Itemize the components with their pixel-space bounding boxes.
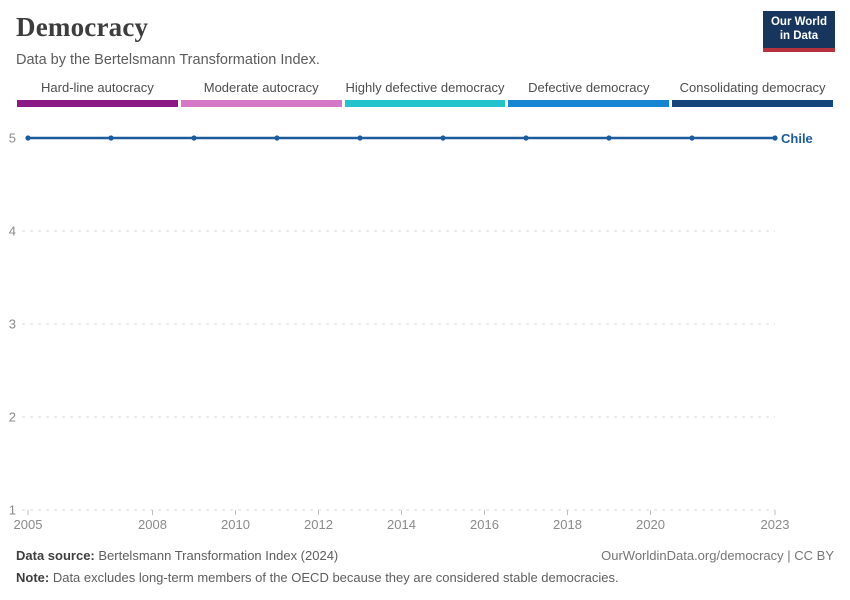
legend-item-consolidating-democracy[interactable]: Consolidating democracy: [672, 80, 833, 107]
x-axis-label-2005: 2005: [14, 517, 43, 532]
data-source-label: Data source:: [16, 548, 95, 563]
x-axis-label-2008: 2008: [138, 517, 167, 532]
data-point-chile-2021[interactable]: [689, 135, 695, 141]
x-axis-label-2014: 2014: [387, 517, 416, 532]
y-axis-label-3: 3: [9, 317, 16, 332]
data-point-chile-2023[interactable]: [772, 135, 778, 141]
y-axis-label-5: 5: [9, 131, 16, 146]
data-point-chile-2007[interactable]: [108, 135, 114, 141]
legend-item-defective-democracy[interactable]: Defective democracy: [508, 80, 670, 107]
chart-footer: Data source: Bertelsmann Transformation …: [16, 548, 834, 585]
legend-item-highly-defective-democracy[interactable]: Highly defective democracy: [344, 80, 506, 107]
data-source-line: Data source: Bertelsmann Transformation …: [16, 548, 338, 563]
legend-item-label: Highly defective democracy: [345, 80, 505, 95]
license-link[interactable]: OurWorldinData.org/democracy | CC BY: [601, 548, 834, 563]
legend-color-bar: [344, 100, 506, 107]
note-label: Note:: [16, 570, 50, 585]
data-point-chile-2015[interactable]: [440, 135, 446, 141]
legend-color-bar: [508, 100, 670, 107]
x-axis-label-2018: 2018: [553, 517, 582, 532]
y-axis-label-1: 1: [9, 503, 16, 518]
note-line: Note: Data excludes long-term members of…: [16, 570, 619, 585]
owid-logo-line2: in Data: [779, 29, 819, 42]
x-axis-label-2020: 2020: [636, 517, 665, 532]
owid-logo-line1: Our World: [770, 16, 827, 28]
data-point-chile-2017[interactable]: [523, 135, 529, 141]
data-point-chile-2013[interactable]: [357, 135, 363, 141]
data-point-chile-2005[interactable]: [25, 135, 31, 141]
legend-item-label: Hard-line autocracy: [41, 80, 154, 95]
data-source-text: Bertelsmann Transformation Index (2024): [94, 548, 339, 563]
x-axis-label-2016: 2016: [470, 517, 499, 532]
data-point-chile-2009[interactable]: [191, 135, 197, 141]
data-point-chile-2011[interactable]: [274, 135, 280, 141]
x-axis-label-2012: 2012: [304, 517, 333, 532]
owid-logo[interactable]: Our World in Data: [762, 11, 835, 52]
note-text: Data excludes long-term members of the O…: [49, 570, 619, 585]
entity-label-chile[interactable]: Chile: [781, 131, 813, 146]
legend-item-label: Moderate autocracy: [203, 80, 319, 95]
category-legend: Hard-line autocracy Moderate autocracy Hig…: [17, 80, 833, 107]
y-axis-label-2: 2: [9, 410, 16, 425]
legend-item-label: Defective democracy: [528, 80, 650, 95]
chart-plot-area: 1 2 3 4 5 2005 2008 2010 2012 2014 2016 2018 2020 202…: [0, 120, 850, 540]
chart-svg: 1 2 3 4 5 2005 2008 2010 2012 2014 2016 2018 2020 202…: [9, 131, 790, 533]
data-point-chile-2019[interactable]: [606, 135, 612, 141]
legend-color-bar: [17, 100, 178, 107]
x-axis-label-2010: 2010: [221, 517, 250, 532]
page-title: Democracy: [16, 12, 149, 42]
y-axis-label-4: 4: [9, 224, 16, 239]
legend-color-bar: [672, 100, 833, 107]
legend-item-label: Consolidating democracy: [679, 80, 826, 95]
legend-item-moderate-autocracy[interactable]: Moderate autocracy: [180, 80, 342, 107]
x-axis-label-2023: 2023: [761, 517, 790, 532]
legend-color-bar: [180, 100, 342, 107]
legend-item-hard-line-autocracy[interactable]: Hard-line autocracy: [17, 80, 178, 107]
page-subtitle: Data by the Bertelsmann Transformation I…: [16, 52, 320, 68]
